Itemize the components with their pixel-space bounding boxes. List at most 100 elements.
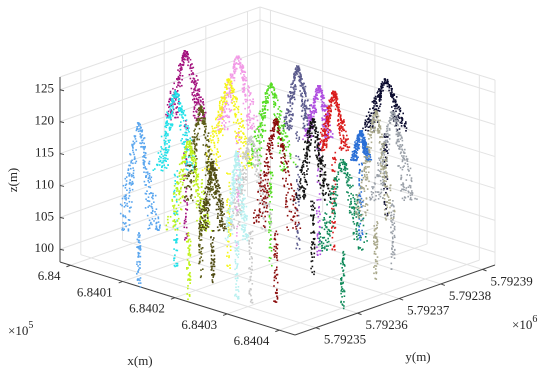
tree-point — [293, 94, 295, 96]
tree-point — [209, 194, 211, 196]
trunk-point — [314, 248, 316, 250]
tree-point — [327, 115, 329, 117]
tree-point — [402, 198, 404, 200]
trunk-point — [318, 222, 320, 224]
tree-point — [274, 93, 276, 95]
tree-point — [238, 132, 240, 134]
tree-point — [160, 151, 162, 153]
tree-point — [241, 138, 243, 140]
tree-point — [182, 197, 184, 199]
tree-point — [196, 183, 198, 185]
tree-point — [320, 132, 322, 134]
trunk-point — [185, 213, 187, 215]
tree-point — [386, 141, 388, 143]
tree-point — [205, 137, 207, 139]
tree-point — [268, 94, 270, 96]
tree-point — [304, 160, 306, 162]
x-tick — [119, 281, 123, 283]
tree-point — [169, 145, 171, 147]
tree-point — [182, 184, 184, 186]
tree-point — [323, 178, 325, 180]
tree-point — [330, 115, 332, 117]
tree-point — [154, 211, 156, 213]
tree-point — [331, 97, 333, 99]
tree-point — [150, 178, 152, 180]
tree-point — [195, 137, 197, 139]
tree-point — [290, 111, 292, 113]
tree-point — [322, 180, 324, 182]
tree-point — [343, 121, 345, 123]
tree-point — [375, 191, 377, 193]
trunk-point — [226, 246, 228, 248]
tree-point — [128, 165, 130, 167]
tree-point — [254, 152, 256, 154]
tree-point — [208, 159, 210, 161]
tree-point — [241, 113, 243, 115]
trunk-point — [360, 223, 362, 225]
tree-point — [356, 158, 358, 160]
tree-point — [366, 125, 368, 127]
tree-point — [216, 154, 218, 156]
tree-point — [201, 111, 203, 113]
tree-point — [397, 132, 399, 134]
tree-point — [151, 224, 153, 226]
tree-point — [180, 191, 182, 193]
trunk-point — [270, 230, 272, 232]
trunk-point — [394, 253, 396, 255]
tree-point — [246, 150, 248, 152]
tree-point — [132, 167, 134, 169]
tree-point — [234, 96, 236, 98]
tree-point — [318, 166, 320, 168]
trunk-point — [269, 216, 271, 218]
tree-point — [313, 111, 315, 113]
trunk-point — [384, 203, 386, 205]
tree-point — [186, 119, 188, 121]
tree-point — [309, 162, 311, 164]
tree-point — [402, 159, 404, 161]
tree-point — [261, 156, 263, 158]
tree-point — [196, 82, 198, 84]
tree-point — [256, 150, 258, 152]
tree-point — [388, 149, 390, 151]
trunk-point — [174, 265, 176, 267]
tree-point — [329, 129, 331, 131]
tree-point — [303, 89, 305, 91]
tree-point — [318, 92, 320, 94]
trunk-point — [199, 262, 201, 264]
tree-point — [259, 200, 261, 202]
tree-point — [125, 217, 127, 219]
trunk-point — [230, 249, 232, 251]
tree-point — [301, 85, 303, 87]
tree-point — [252, 103, 254, 105]
tree-point — [275, 103, 277, 105]
tree-point — [168, 101, 170, 103]
tree-point — [343, 145, 345, 147]
tree-point — [267, 109, 269, 111]
tree-point — [216, 160, 218, 162]
tree-point — [191, 67, 193, 69]
tree-point — [204, 126, 206, 128]
tree-point — [358, 144, 360, 146]
tree-point — [397, 115, 399, 117]
trunk-point — [391, 263, 393, 265]
y-axis-label: y(m) — [405, 349, 430, 364]
trunk-point — [394, 226, 396, 228]
tree-point — [406, 158, 408, 160]
tree-point — [197, 124, 199, 126]
tree-point — [364, 147, 366, 149]
tree-point — [310, 115, 312, 117]
trunk-point — [268, 221, 270, 223]
tree-point — [312, 120, 314, 122]
trunk-point — [230, 188, 232, 190]
tree-point — [341, 130, 343, 132]
tree-point — [389, 134, 391, 136]
tree-point — [294, 78, 296, 80]
tree-point — [186, 141, 188, 143]
tree-point — [273, 106, 275, 108]
tree-point — [371, 112, 373, 114]
tree-point — [400, 167, 402, 169]
tree-point — [170, 118, 172, 120]
trunk-point — [136, 263, 138, 265]
tree-point — [406, 179, 408, 181]
tree-point — [397, 139, 399, 141]
